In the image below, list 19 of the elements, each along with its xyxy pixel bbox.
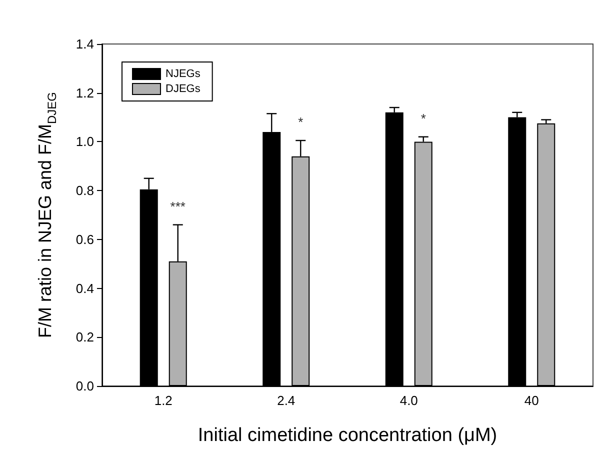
- y-tick-label: 1.0: [76, 134, 94, 150]
- x-tick-label: 2.4: [277, 393, 296, 408]
- y-tick-label: 0.8: [76, 183, 94, 198]
- y-tick-label: 1.4: [76, 36, 94, 52]
- annotation: *: [420, 110, 426, 126]
- y-tick-label: 0.4: [76, 280, 94, 296]
- annotation: ***: [170, 198, 186, 214]
- legend-label: DJEGs: [166, 83, 201, 95]
- legend-label: NJEGs: [166, 68, 201, 80]
- y-tick-label: 0.2: [76, 330, 94, 345]
- x-axis-title: Initial cimetidine concentration (μM): [198, 425, 498, 446]
- x-tick-label: 1.2: [154, 393, 172, 408]
- x-tick-label: 40: [524, 393, 539, 408]
- y-tick-label: 0.0: [76, 378, 94, 394]
- y-tick-label: 0.6: [76, 232, 94, 247]
- y-tick-label: 1.2: [76, 85, 94, 100]
- x-tick-label: 4.0: [400, 393, 418, 408]
- y-axis-title: F/M ratio in NJEG and F/MDJEG: [35, 92, 59, 338]
- annotation: *: [298, 114, 304, 130]
